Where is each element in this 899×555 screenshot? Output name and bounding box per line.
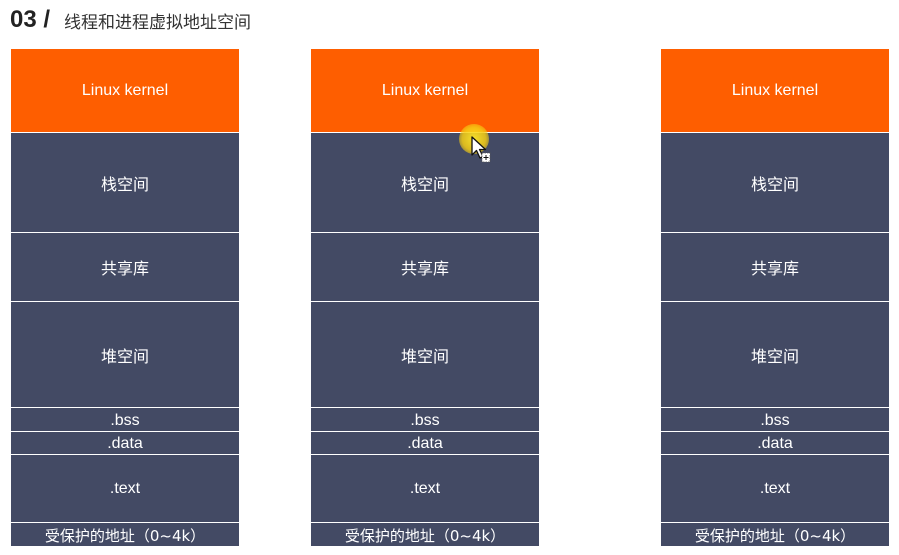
heap-segment: 堆空间 bbox=[661, 302, 889, 407]
segment-divider bbox=[661, 132, 889, 133]
shared-library-segment: 共享库 bbox=[661, 233, 889, 301]
shared-library-label: 共享库 bbox=[750, 259, 799, 278]
protected-address-segment: 受保护的地址（0~4k） bbox=[661, 523, 889, 546]
segment-divider bbox=[311, 232, 539, 233]
kernel-segment: Linux kernel bbox=[11, 49, 239, 132]
bss-label: .bss bbox=[110, 411, 140, 429]
section-title: 线程和进程虚拟地址空间 bbox=[64, 13, 252, 33]
kernel-label: Linux kernel bbox=[381, 81, 469, 99]
text-segment: .text bbox=[311, 455, 539, 522]
data-segment: .data bbox=[661, 432, 889, 454]
shared-library-segment: 共享库 bbox=[311, 233, 539, 301]
heap-label: 堆空间 bbox=[400, 346, 449, 366]
shared-library-segment: 共享库 bbox=[11, 233, 239, 301]
text-label: .text bbox=[409, 479, 441, 497]
bss-label: .bss bbox=[410, 411, 440, 429]
segment-divider bbox=[661, 522, 889, 523]
address-space-column-3: Linux kernel 栈空间 共享库 堆空间 .bss .data .tex… bbox=[661, 49, 889, 546]
stack-label: 栈空间 bbox=[100, 174, 149, 194]
stack-label: 栈空间 bbox=[750, 174, 799, 194]
segment-divider bbox=[661, 431, 889, 432]
shared-library-label: 共享库 bbox=[100, 259, 149, 278]
segment-divider bbox=[11, 431, 239, 432]
bss-segment: .bss bbox=[661, 408, 889, 431]
segment-divider bbox=[661, 232, 889, 233]
segment-divider bbox=[311, 132, 539, 133]
segment-divider bbox=[11, 132, 239, 133]
kernel-segment: Linux kernel bbox=[311, 49, 539, 132]
protected-address-label: 受保护的地址（0~4k） bbox=[694, 527, 856, 545]
text-segment: .text bbox=[661, 455, 889, 522]
stack-segment: 栈空间 bbox=[311, 133, 539, 232]
segment-divider bbox=[311, 301, 539, 302]
section-header: 03 / 线程和进程虚拟地址空间 bbox=[10, 4, 251, 36]
segment-divider bbox=[11, 232, 239, 233]
kernel-label: Linux kernel bbox=[731, 81, 819, 99]
data-label: .data bbox=[757, 435, 793, 452]
data-segment: .data bbox=[11, 432, 239, 454]
pointer-cursor-icon bbox=[459, 124, 493, 166]
segment-divider bbox=[661, 407, 889, 408]
shared-library-label: 共享库 bbox=[400, 259, 449, 278]
stack-label: 栈空间 bbox=[400, 174, 449, 194]
kernel-segment: Linux kernel bbox=[661, 49, 889, 132]
segment-divider bbox=[311, 522, 539, 523]
protected-address-label: 受保护的地址（0~4k） bbox=[344, 527, 506, 545]
stack-segment: 栈空间 bbox=[11, 133, 239, 232]
protected-address-segment: 受保护的地址（0~4k） bbox=[311, 523, 539, 546]
heap-segment: 堆空间 bbox=[11, 302, 239, 407]
heap-label: 堆空间 bbox=[750, 346, 799, 366]
bss-segment: .bss bbox=[311, 408, 539, 431]
data-segment: .data bbox=[311, 432, 539, 454]
segment-divider bbox=[11, 454, 239, 455]
text-segment: .text bbox=[11, 455, 239, 522]
segment-divider bbox=[311, 407, 539, 408]
segment-divider bbox=[11, 407, 239, 408]
data-label: .data bbox=[107, 435, 143, 452]
data-label: .data bbox=[407, 435, 443, 452]
segment-divider bbox=[11, 522, 239, 523]
heap-segment: 堆空间 bbox=[311, 302, 539, 407]
segment-divider bbox=[11, 301, 239, 302]
protected-address-segment: 受保护的地址（0~4k） bbox=[11, 523, 239, 546]
bss-label: .bss bbox=[760, 411, 790, 429]
address-space-column-2: Linux kernel 栈空间 共享库 堆空间 .bss .data .tex… bbox=[311, 49, 539, 546]
section-number: 03 / bbox=[10, 6, 51, 33]
segment-divider bbox=[311, 454, 539, 455]
stack-segment: 栈空间 bbox=[661, 133, 889, 232]
text-label: .text bbox=[759, 479, 791, 497]
segment-divider bbox=[311, 431, 539, 432]
heap-label: 堆空间 bbox=[100, 346, 149, 366]
segment-divider bbox=[661, 301, 889, 302]
cursor-arrow-icon bbox=[471, 136, 491, 163]
address-space-column-1: Linux kernel 栈空间 共享库 堆空间 .bss .data .tex… bbox=[11, 49, 239, 546]
segment-divider bbox=[661, 454, 889, 455]
protected-address-label: 受保护的地址（0~4k） bbox=[44, 527, 206, 545]
bss-segment: .bss bbox=[11, 408, 239, 431]
text-label: .text bbox=[109, 479, 141, 497]
kernel-label: Linux kernel bbox=[81, 81, 169, 99]
